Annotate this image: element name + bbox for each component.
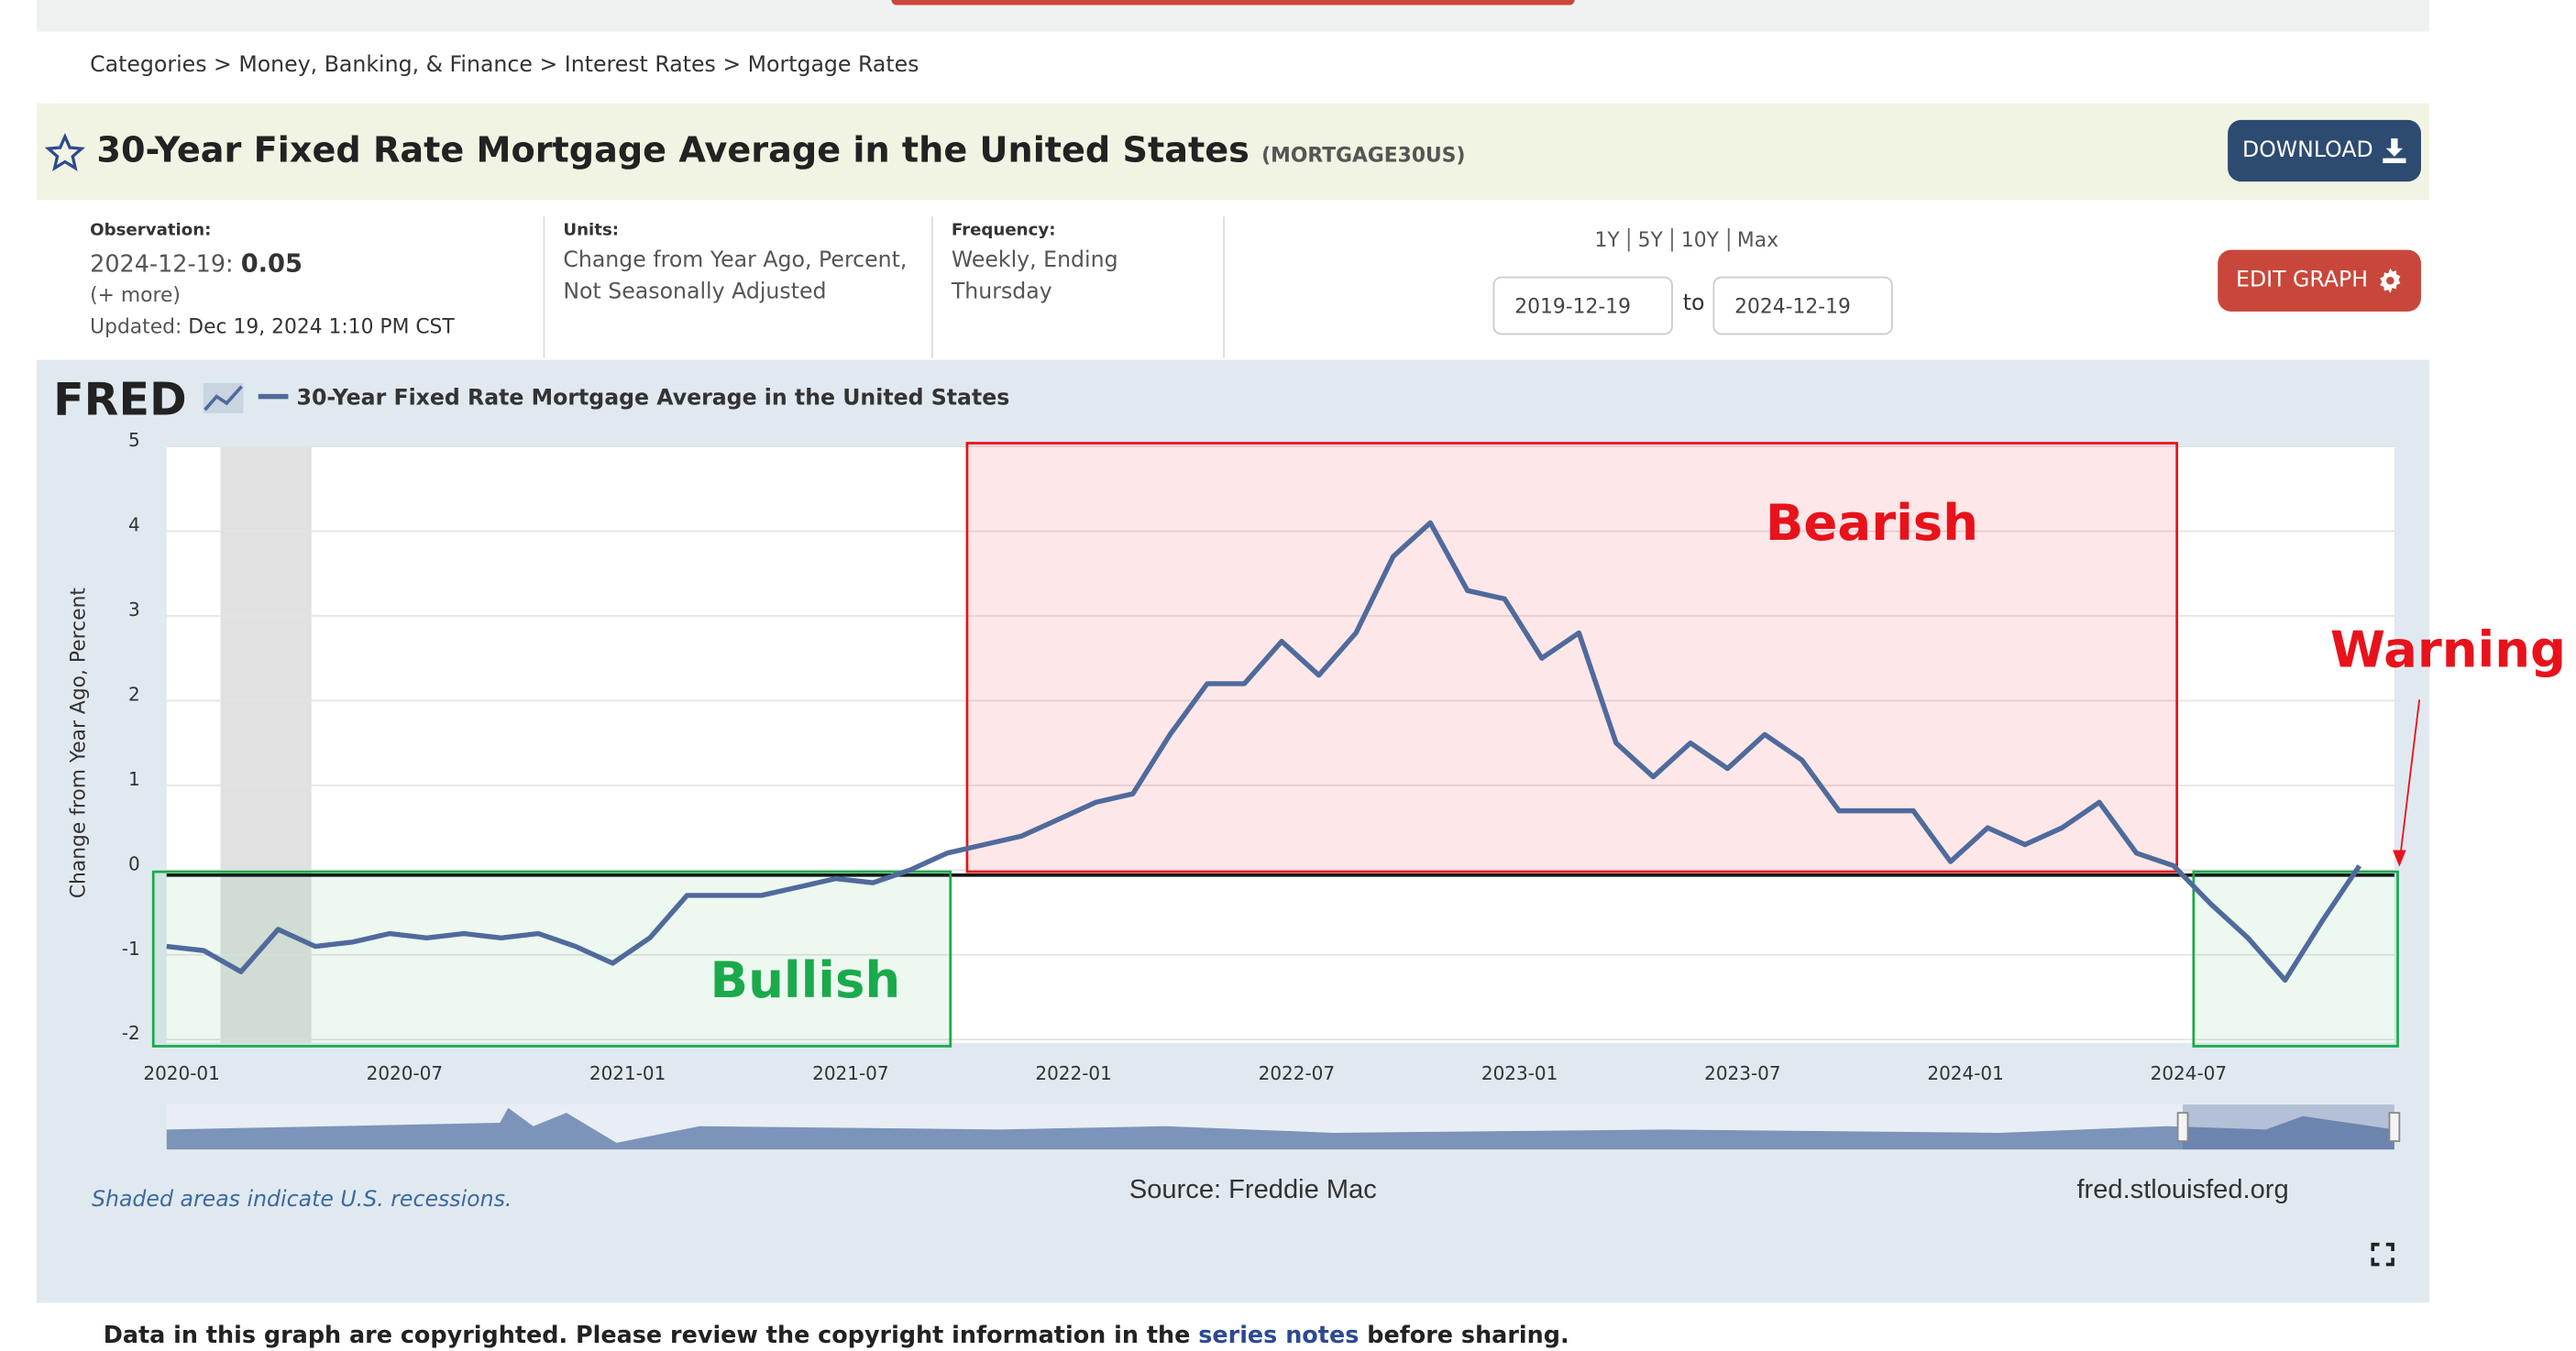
annotation-label: Bearish [1766,493,1978,552]
observation-date: 2024-12-19: [90,251,234,279]
slider-handle[interactable] [2388,1112,2401,1142]
y-tick-label: 4 [128,514,140,536]
range-slider[interactable] [166,1104,2401,1150]
observation-value: 0.05 [240,247,303,279]
header-band [36,103,2430,201]
copyright: Data in this graph are copyrighted. Plea… [104,1323,1569,1349]
more-link[interactable]: (+ more) [90,282,181,307]
y-tick-label: -1 [122,938,140,960]
x-tick-label: 2022-07 [1259,1062,1336,1084]
download-icon [2383,137,2407,164]
start-date[interactable]: 2019-12-19 [1492,276,1673,335]
updated-label: Updated: [90,314,182,338]
annotation-box [151,870,952,1048]
logo-icon [203,383,244,413]
gear-icon [2380,268,2401,293]
annotation-label: Bullish [710,950,901,1009]
top-bar [36,0,2430,32]
slider-selection [2183,1104,2394,1150]
y-tick-label: 2 [128,683,140,705]
top-button[interactable] [891,0,1575,5]
series-title: 30-Year Fixed Rate Mortgage Average in t… [96,130,1465,170]
fred-logo: FRED [53,373,187,426]
y-tick-label: 1 [128,768,140,790]
frequency-label: Frequency: [951,221,1056,240]
copyright-text: before sharing. [1367,1323,1569,1350]
recession-note: Shaded areas indicate U.S. recessions. [91,1187,512,1214]
slider-handle[interactable] [2176,1112,2189,1142]
end-date[interactable]: 2024-12-19 [1712,276,1893,335]
range-option[interactable]: Max [1727,228,1788,252]
range-option[interactable]: 10Y [1670,228,1728,252]
x-tick-label: 2020-07 [367,1062,444,1084]
x-tick-label: 2020-01 [143,1062,219,1084]
frequency: Weekly, Ending Thursday [951,247,1118,305]
legend-label: 30-Year Fixed Rate Mortgage Average in t… [297,385,1010,411]
annotation-label: Warning [2330,620,2566,678]
edit-text: EDIT GRAPH [2236,268,2369,293]
divider [1223,216,1225,358]
fullscreen-icon[interactable] [2371,1242,2394,1267]
x-tick-label: 2023-07 [1704,1062,1781,1084]
x-tick-label: 2021-01 [589,1062,666,1084]
divider [543,216,545,358]
slider-area [166,1107,2394,1150]
y-axis-label: Change from Year Ago, Percent [68,588,91,899]
updated: Dec 19, 2024 1:10 PM CST [188,314,455,338]
x-tick-label: 2024-01 [1927,1062,2004,1084]
series-id: (MORTGAGE30US) [1261,143,1466,167]
title-text: 30-Year Fixed Rate Mortgage Average in t… [96,129,1249,170]
y-tick-label: 5 [128,429,140,451]
observation-label: Observation: [90,221,212,240]
breadcrumb[interactable]: Categories > Money, Banking, & Finance >… [90,53,919,79]
x-tick-label: 2022-01 [1035,1062,1112,1084]
x-tick-label: 2021-07 [812,1062,888,1084]
x-tick-label: 2023-01 [1481,1062,1558,1084]
source: Source: Freddie Mac [1128,1176,1377,1205]
y-tick-label: 0 [128,852,140,874]
units-label: Units: [563,221,620,240]
warning-arrowhead [2393,850,2406,867]
range-option[interactable]: 1Y [1594,228,1620,252]
star-icon[interactable] [45,133,85,173]
series-notes-link[interactable]: series notes [1198,1323,1360,1350]
series-line [166,520,2361,983]
copyright-text: Data in this graph are copyrighted. Plea… [103,1323,1191,1350]
plot-area [166,446,2394,1043]
edit-graph-button[interactable]: EDIT GRAPH [2218,249,2421,312]
x-tick-label: 2024-07 [2151,1062,2228,1084]
divider [931,216,933,358]
download-button[interactable]: DOWNLOAD [2228,119,2421,182]
warning-arrow [2398,699,2421,864]
annotation-box [965,442,2179,873]
download-text: DOWNLOAD [2242,137,2373,164]
logo-icon-line [204,385,243,412]
units: Change from Year Ago, Percent, Not Seaso… [563,247,908,305]
site[interactable]: fred.stlouisfed.org [2076,1176,2289,1205]
to-text: to [1682,291,1705,317]
range-selector: 1Y 5Y 10Y Max [1586,228,1788,252]
y-tick-label: 3 [128,599,140,621]
y-tick-label: -2 [122,1022,140,1044]
range-option[interactable]: 5Y [1627,228,1671,252]
